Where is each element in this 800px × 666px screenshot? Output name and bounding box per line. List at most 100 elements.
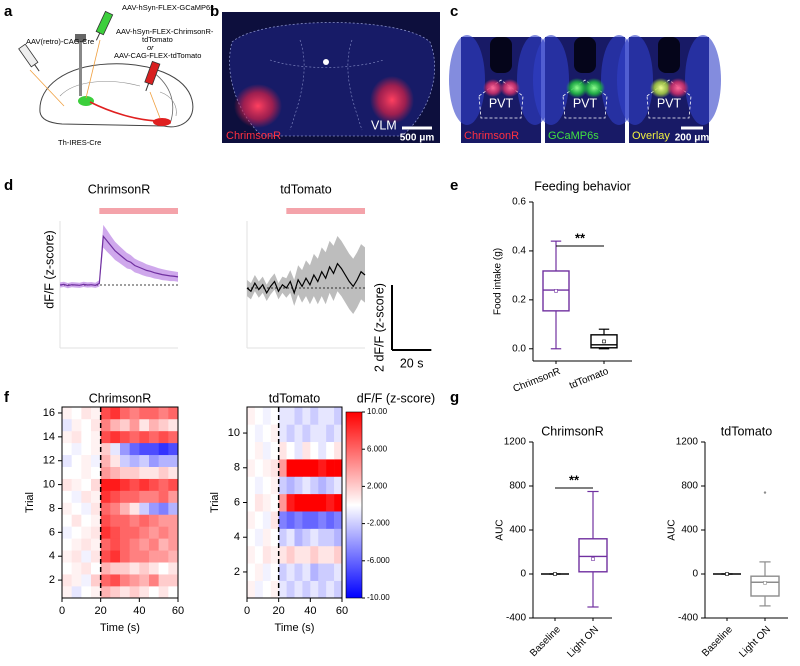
heat-cell bbox=[318, 441, 327, 460]
heat-cell bbox=[100, 454, 111, 467]
y-axis-label: Trial bbox=[209, 492, 221, 513]
heat-cell bbox=[168, 574, 179, 587]
heat-cell bbox=[62, 514, 72, 527]
heat-cell bbox=[302, 545, 311, 564]
heat-cell bbox=[91, 502, 101, 515]
atlas-line bbox=[269, 39, 385, 131]
heat-cell bbox=[81, 514, 92, 527]
heat-cell bbox=[81, 538, 92, 551]
ventricle bbox=[490, 37, 512, 73]
heat-cell bbox=[286, 441, 295, 460]
syringe bbox=[95, 10, 114, 41]
heat-cell bbox=[120, 562, 130, 575]
heat-cell bbox=[120, 442, 130, 456]
heat-cell bbox=[334, 476, 343, 495]
heat-cell bbox=[71, 490, 82, 503]
heat-cell bbox=[129, 490, 140, 503]
mean bbox=[554, 288, 558, 293]
heat-cell bbox=[318, 545, 327, 564]
heat-cell bbox=[110, 407, 121, 420]
heat-cell bbox=[149, 407, 159, 420]
heat-cell bbox=[149, 538, 159, 551]
heat-cell bbox=[91, 550, 101, 563]
trace bbox=[59, 234, 179, 287]
heat-cell bbox=[310, 528, 319, 547]
heat-cell bbox=[149, 478, 159, 491]
light-bar bbox=[99, 208, 178, 214]
heat-cell bbox=[326, 545, 335, 564]
heat-cell bbox=[247, 580, 256, 599]
heat-cell bbox=[100, 586, 111, 599]
heat-cell bbox=[110, 526, 121, 539]
heat-cell bbox=[286, 528, 295, 547]
heat-cell bbox=[294, 424, 303, 443]
heat-cell bbox=[139, 407, 150, 420]
syringe bbox=[144, 60, 161, 92]
panel-label: e bbox=[450, 177, 458, 194]
chart-title: ChrimsonR bbox=[541, 424, 604, 438]
heat-cell bbox=[158, 490, 169, 503]
heat-cell bbox=[158, 430, 169, 444]
heat-cell bbox=[91, 466, 101, 479]
heat-cell bbox=[129, 586, 140, 599]
mean bbox=[591, 557, 595, 561]
canal bbox=[323, 59, 329, 65]
colorbar-tick-label: 6.000 bbox=[367, 444, 388, 453]
heat-cell bbox=[100, 430, 111, 444]
virus-label: or bbox=[147, 43, 154, 52]
heat-cell bbox=[286, 407, 295, 425]
panel-label: b bbox=[210, 3, 219, 20]
heat-cell bbox=[158, 442, 169, 456]
heat-cell bbox=[326, 441, 335, 460]
heat-cell bbox=[91, 538, 101, 551]
heat-cell bbox=[91, 574, 101, 587]
heat-cell bbox=[158, 538, 169, 551]
heat-cell bbox=[91, 418, 101, 432]
heat-cell bbox=[100, 442, 111, 456]
heat-cell bbox=[110, 466, 121, 479]
heat-cell bbox=[318, 476, 327, 495]
heat-cell bbox=[254, 511, 264, 529]
y-tick-label: -400 bbox=[678, 613, 698, 624]
heat-cell bbox=[286, 493, 295, 512]
x-tick-label: 40 bbox=[133, 605, 145, 617]
heat-cell bbox=[91, 526, 101, 539]
guide-line bbox=[149, 91, 161, 119]
chart-title: ChrimsonR bbox=[89, 391, 152, 405]
heat-cell bbox=[294, 528, 303, 547]
heat-cell bbox=[168, 466, 179, 479]
heat-cell bbox=[302, 493, 311, 512]
x-tick-label: 40 bbox=[304, 605, 316, 617]
heat-cell bbox=[91, 514, 101, 527]
region-label: VLM bbox=[371, 118, 397, 132]
heat-cell bbox=[149, 418, 159, 432]
significance: ** bbox=[569, 472, 580, 487]
heat-cell bbox=[110, 442, 121, 456]
heat-cell bbox=[310, 459, 319, 477]
heat-cell bbox=[302, 424, 311, 443]
heat-cell bbox=[100, 550, 111, 563]
heat-cell bbox=[120, 586, 130, 599]
heat-cell bbox=[168, 502, 179, 515]
x-tick-label: 20 bbox=[95, 605, 107, 617]
expression-spot bbox=[583, 78, 605, 98]
heat-cell bbox=[110, 478, 121, 491]
heat-cell bbox=[81, 562, 92, 575]
heat-cell bbox=[62, 586, 72, 599]
heat-cell bbox=[62, 478, 72, 491]
heat-cell bbox=[278, 407, 287, 425]
light-bar bbox=[286, 208, 365, 214]
mouse-line-label: Th-IRES-Cre bbox=[58, 138, 101, 147]
heat-cell bbox=[120, 490, 130, 503]
heat-cell bbox=[120, 407, 130, 420]
box bbox=[578, 538, 608, 573]
heat-cell bbox=[326, 424, 335, 443]
panel-label: c bbox=[450, 3, 458, 20]
x-tick-label: ChrimsonR bbox=[512, 366, 562, 395]
tissue bbox=[685, 35, 721, 125]
heat-cell bbox=[270, 424, 279, 443]
chart-title: Feeding behavior bbox=[534, 179, 631, 193]
heat-cell bbox=[129, 466, 140, 479]
heat-cell bbox=[262, 511, 272, 529]
